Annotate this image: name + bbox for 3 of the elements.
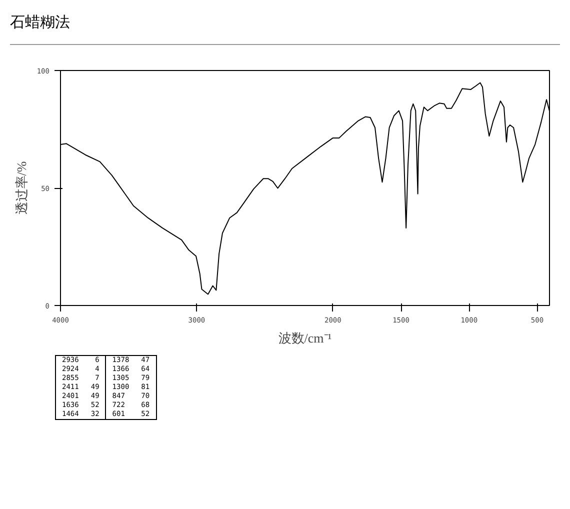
x-axis-title: 波数/cm⁻¹ [278,330,332,346]
chart-title: 石蜡糊法 [10,14,70,33]
y-axis-title: 透过率/% [14,161,29,215]
